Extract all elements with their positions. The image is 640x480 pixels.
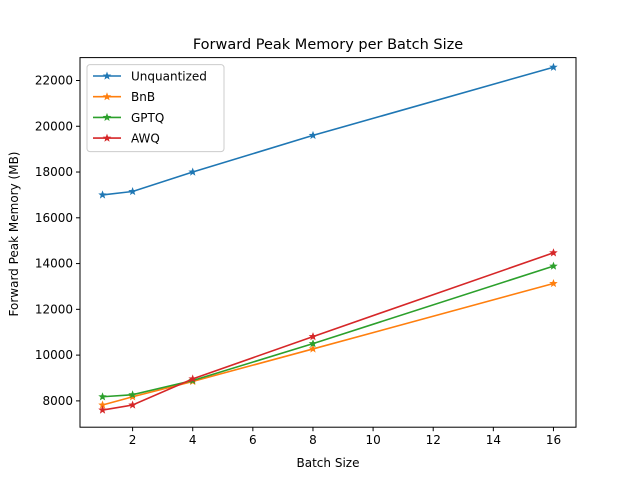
x-tick-label: 6 [249, 433, 257, 447]
plot-frame [79, 57, 577, 428]
data-point-unquantized [549, 62, 558, 71]
data-point-gptq [308, 339, 318, 348]
x-tick-label: 10 [365, 433, 380, 447]
data-point-unquantized [188, 167, 197, 176]
x-tick-label: 12 [426, 433, 441, 447]
data-point-awq [549, 248, 558, 257]
y-tick-label: 16000 [35, 211, 73, 225]
data-point-gptq [128, 390, 137, 399]
x-tick-label: 4 [189, 433, 197, 447]
legend-box [86, 64, 225, 153]
data-point-awq [308, 332, 318, 341]
x-axis-label: Batch Size [297, 456, 360, 470]
legend-marker-unquantized [102, 71, 112, 80]
y-tick-label: 18000 [35, 165, 73, 179]
legend-marker-bnb [102, 92, 112, 101]
series-line-bnb [102, 282, 554, 406]
x-tick-label: 16 [546, 433, 561, 447]
data-point-awq [98, 405, 107, 414]
x-tick-label: 14 [486, 433, 501, 447]
legend-label-awq: AWQ [131, 132, 160, 146]
data-point-gptq [549, 261, 558, 270]
data-point-bnb [549, 279, 558, 288]
y-tick-label: 12000 [35, 302, 73, 316]
y-axis-label: Forward Peak Memory (MB) [7, 152, 21, 317]
data-point-awq [188, 374, 197, 383]
chart-title: Forward Peak Memory per Batch Size [193, 37, 463, 53]
legend-marker-awq [102, 133, 112, 142]
x-tick-label: 8 [309, 433, 317, 447]
data-point-bnb [308, 344, 318, 353]
y-tick-label: 8000 [42, 394, 73, 408]
data-point-unquantized [98, 190, 107, 199]
legend-label-gptq: GPTQ [131, 111, 164, 125]
data-point-bnb [98, 400, 107, 409]
legend-label-unquantized: Unquantized [131, 70, 207, 84]
data-point-gptq [98, 392, 107, 401]
y-tick-label: 14000 [35, 257, 73, 271]
data-point-unquantized [128, 187, 137, 196]
y-tick-label: 20000 [35, 119, 73, 133]
data-point-unquantized [308, 130, 318, 140]
data-point-awq [128, 400, 137, 409]
x-tick-label: 2 [129, 433, 137, 447]
legend-label-bnb: BnB [131, 90, 155, 104]
y-tick-label: 22000 [35, 73, 73, 87]
y-tick-label: 10000 [35, 348, 73, 362]
legend-marker-gptq [102, 112, 112, 121]
